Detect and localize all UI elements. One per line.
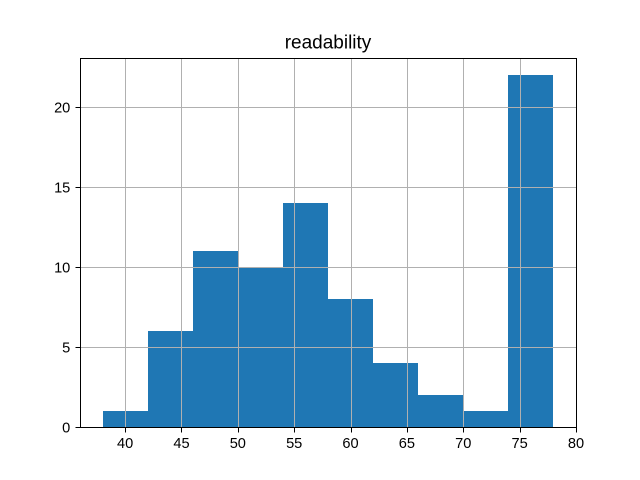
svg-text:65: 65	[399, 436, 415, 452]
svg-text:55: 55	[286, 436, 302, 452]
svg-text:readability: readability	[285, 32, 372, 53]
svg-text:0: 0	[62, 421, 70, 437]
svg-text:60: 60	[342, 436, 358, 452]
svg-text:50: 50	[230, 436, 246, 452]
svg-text:20: 20	[54, 101, 70, 117]
svg-text:10: 10	[54, 261, 70, 277]
svg-text:75: 75	[512, 436, 528, 452]
svg-text:80: 80	[568, 436, 584, 452]
svg-text:40: 40	[117, 436, 133, 452]
svg-text:5: 5	[62, 341, 70, 357]
svg-text:45: 45	[173, 436, 189, 452]
svg-text:70: 70	[455, 436, 471, 452]
svg-text:15: 15	[54, 181, 70, 197]
